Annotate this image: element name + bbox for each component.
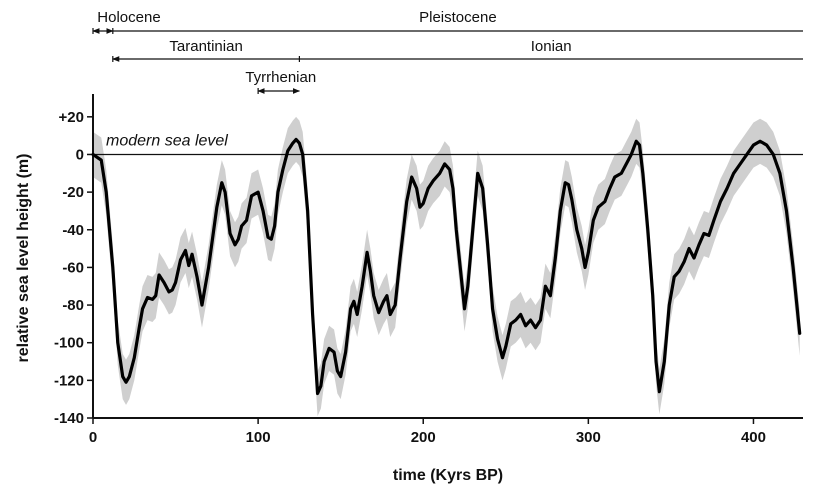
x-tick-label: 0: [89, 429, 97, 446]
geologic-period-bars: Holocene Pleistocene Tarantinian Ionian Tyrr…: [92, 9, 803, 94]
period-label: Tarantinian: [169, 38, 242, 55]
y-tick-label: 0: [76, 146, 84, 163]
x-tick-label: 300: [576, 429, 601, 446]
period-label: Tyrrhenian: [245, 69, 316, 86]
y-tick-label: -80: [62, 297, 84, 314]
modern-sea-level-label: modern sea level: [106, 132, 228, 149]
y-tick-label: -100: [54, 335, 84, 352]
y-tick-label: -60: [62, 259, 84, 276]
labels-layer: +20 0 -20 -40 -60 -80 -100 -120 -140 0 100 200 300 40…: [15, 109, 766, 484]
x-tick-label: 400: [741, 429, 766, 446]
y-tick-label: -20: [62, 184, 84, 201]
y-tick-label: -40: [62, 222, 84, 239]
y-tick-label: -140: [54, 410, 84, 427]
period-label: Pleistocene: [419, 9, 497, 26]
period-label: Holocene: [97, 9, 160, 26]
x-tick-label: 100: [246, 429, 271, 446]
uncertainty-band: [93, 116, 800, 417]
uncertainty-band-layer: [93, 116, 800, 417]
y-tick-label: -120: [54, 372, 84, 389]
x-tick-label: 200: [411, 429, 436, 446]
y-axis-title: relative sea level height (m): [15, 154, 32, 363]
series-line-layer: [91, 137, 802, 396]
y-tick-label: +20: [59, 109, 84, 126]
period-label: Ionian: [531, 38, 572, 55]
sea-level-line: [91, 137, 802, 396]
x-axis-title: time (Kyrs BP): [393, 467, 503, 484]
